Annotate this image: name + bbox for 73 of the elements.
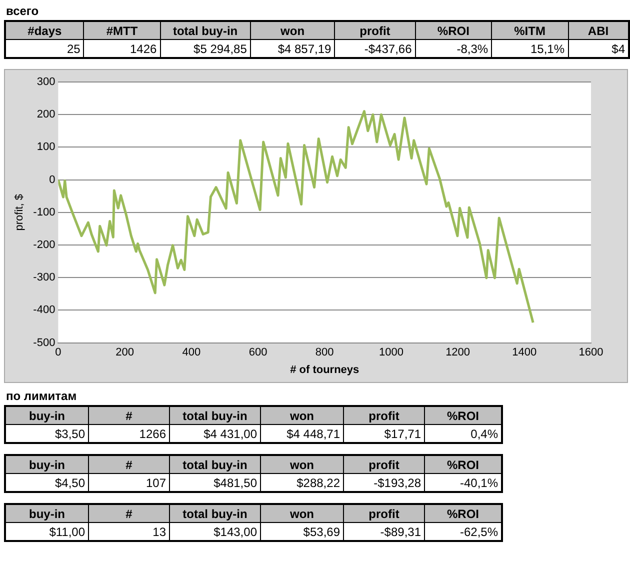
text: 25 — [5, 40, 84, 58]
category-label: #days — [5, 21, 84, 40]
text: 1426 — [84, 40, 160, 58]
text: 1266 — [88, 424, 170, 443]
text: $288,22 — [260, 474, 344, 492]
text: $11,00 — [5, 522, 88, 541]
y-tick-label: 0 — [49, 174, 56, 186]
y-tick-label: -500 — [33, 336, 56, 349]
category-label: #MTT — [84, 21, 160, 40]
category-label: won — [260, 406, 344, 424]
category-label: won — [250, 21, 335, 40]
x-tick-label: 600 — [248, 346, 268, 358]
x-tick-label: 400 — [182, 346, 201, 358]
x-tick-label: 1200 — [446, 346, 470, 358]
text: 15,1% — [492, 40, 568, 58]
category-label: total buy-in — [182, 506, 248, 520]
category-label: won — [290, 506, 314, 520]
category-label: total buy-in — [160, 21, 250, 40]
text: $53,69 — [260, 522, 344, 541]
y-tick-label: -400 — [33, 304, 56, 316]
text: 107 — [88, 474, 170, 492]
category-label: ABI — [568, 21, 629, 40]
y-tick-label: 100 — [36, 141, 56, 154]
category-label: buy-in — [5, 406, 88, 424]
category-label: %ROI — [446, 506, 479, 520]
y-tick-label: -100 — [33, 206, 56, 218]
x-tick-label: 1400 — [512, 346, 537, 358]
text: $4 448,71 — [260, 424, 344, 443]
x-tick-label: 1000 — [378, 346, 404, 358]
category-label: buy-in — [29, 506, 65, 520]
text: -62,5% — [424, 522, 502, 541]
text: $4 — [568, 40, 629, 58]
y-tick-label: -300 — [33, 272, 56, 284]
category-label: buy-in — [29, 458, 65, 472]
category-label: won — [290, 458, 314, 472]
text: -40,1% — [424, 474, 502, 492]
text: -$193,28 — [344, 474, 424, 492]
text: $481,50 — [170, 474, 260, 492]
y-axis-title: profit, $ — [14, 194, 26, 231]
text: $4 857,19 — [250, 40, 335, 58]
category-label: %ITM — [492, 21, 568, 40]
text: $143,00 — [170, 522, 260, 541]
category-label: # — [126, 506, 132, 520]
x-tick-label: 800 — [315, 346, 334, 358]
text: -$89,31 — [344, 522, 424, 541]
y-tick-label: -200 — [33, 239, 56, 252]
text: $5 294,85 — [160, 40, 250, 58]
text: всего — [6, 4, 40, 18]
text: $3,50 — [5, 424, 88, 443]
x-tick-label: 200 — [116, 346, 134, 358]
category-label: profit — [344, 406, 424, 424]
category-label: %ROI — [446, 458, 479, 472]
text: по лимитам — [6, 389, 78, 403]
x-axis-title: # of tourneys — [290, 364, 360, 376]
text: 0,4% — [424, 424, 502, 443]
category-label: %ROI — [424, 406, 502, 424]
category-label: profit — [368, 458, 400, 472]
category-label: %ROI — [415, 21, 492, 40]
category-label: # — [88, 406, 170, 424]
category-label: total buy-in — [170, 406, 260, 424]
category-label: # — [126, 458, 132, 472]
y-tick-label: 200 — [36, 108, 56, 121]
category-label: profit — [368, 506, 400, 520]
y-tick-label: 300 — [36, 76, 56, 88]
text: $17,71 — [344, 424, 424, 443]
text: $4 431,00 — [170, 424, 260, 443]
text: -$437,66 — [334, 40, 416, 58]
category-label: profit — [334, 21, 416, 40]
text: 13 — [88, 522, 170, 541]
category-label: total buy-in — [182, 458, 248, 472]
text: -8,3% — [415, 40, 492, 58]
text: $4,50 — [5, 474, 88, 492]
x-tick-label: 1600 — [578, 346, 604, 358]
